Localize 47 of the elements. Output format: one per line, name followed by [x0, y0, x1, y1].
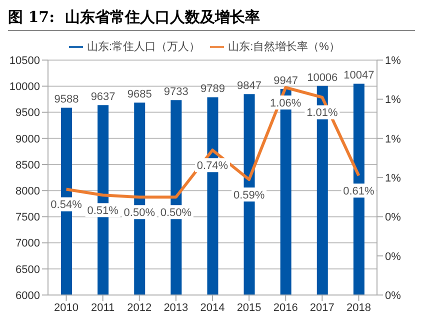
y-tick-label: 8000 — [16, 186, 40, 198]
x-tick-label: 2017 — [310, 302, 334, 314]
data-label: 1.06% — [270, 97, 302, 110]
y2-tick-label: 0% — [385, 250, 402, 263]
x-tick-label: 2010 — [54, 302, 79, 314]
y-tick-label: 6000 — [16, 290, 40, 302]
chart-title: 图 17: 山东省常住人口人数及增长率 — [8, 8, 415, 31]
y-tick-label: 10000 — [9, 81, 40, 94]
y2-tick-label: 1% — [385, 172, 402, 184]
data-label: 9685 — [127, 88, 152, 101]
data-label: 0.54% — [50, 199, 82, 212]
data-label: 0.51% — [87, 205, 119, 218]
legend-label: 山东:自然增长率（%） — [228, 41, 340, 53]
y2-tick-label: 1% — [385, 94, 402, 106]
x-tick-label: 2013 — [164, 302, 188, 314]
x-tick-label: 2012 — [127, 302, 152, 314]
y-tick-label: 10500 — [9, 55, 40, 67]
data-label: 9947 — [274, 74, 298, 87]
y-tick-label: 9000 — [16, 133, 40, 146]
y-tick-label: 6500 — [16, 264, 40, 276]
data-label: 9789 — [200, 83, 225, 96]
data-label: 0.50% — [124, 207, 156, 220]
y-tick-label: 7500 — [16, 212, 40, 224]
y2-tick-label: 1% — [385, 55, 402, 67]
data-label: 0.61% — [343, 185, 375, 198]
x-tick-label: 2015 — [236, 302, 262, 314]
data-label: 9588 — [54, 94, 79, 106]
y2-tick-label: 1% — [385, 133, 402, 146]
y-tick-label: 8500 — [16, 159, 40, 172]
legend-label: 山东:常住人口（万人） — [87, 41, 200, 53]
data-label: 1.01% — [306, 107, 338, 120]
y-tick-label: 9500 — [16, 107, 40, 120]
data-label: 9637 — [90, 91, 116, 104]
x-tick-label: 2016 — [273, 302, 298, 314]
x-tick-label: 2014 — [200, 302, 225, 314]
y2-tick-label: 0% — [385, 290, 402, 302]
data-label: 0.59% — [233, 189, 265, 202]
data-label: 9733 — [164, 86, 188, 98]
data-label: 9847 — [237, 80, 262, 92]
data-label: 0.74% — [196, 160, 228, 172]
data-label: 10006 — [307, 72, 338, 84]
x-tick-label: 2011 — [91, 302, 115, 314]
y2-tick-label: 0% — [385, 212, 402, 224]
data-label: 10047 — [344, 70, 374, 82]
data-label: 0.50% — [160, 207, 192, 220]
x-tick-label: 2018 — [346, 302, 371, 314]
y-tick-label: 7000 — [16, 238, 40, 250]
